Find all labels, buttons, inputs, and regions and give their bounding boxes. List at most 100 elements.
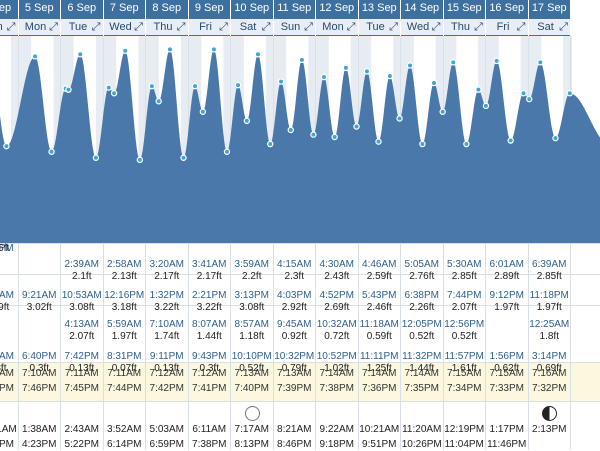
day-column: 4:46AM 2.59ft 5:43PM 2.46ft 11:18AM 0.59ft 11:… [359,243,401,450]
day-name: Wed [401,19,435,35]
tide-time: 9:11PM [149,351,184,362]
tide-chart [0,36,600,243]
moonrise-time: 1:17PM [489,424,524,435]
tide-height: 2.1ft [72,271,92,282]
tide-time: 5:30AM [447,259,482,270]
day-column: 9:21AM 3.02ft 6:40PM 0.3ft 7:10AM 7:46PM 1:38A… [19,243,61,450]
tide-height: 3.18ft [111,302,137,313]
sunset-time: 7:42PM [149,383,184,394]
day-date: 6 Sep [67,2,97,14]
tide-height: 2.92ft [281,302,307,313]
day-name: Wed [103,19,138,35]
moonrise-time: 3:52AM [107,424,142,435]
tide-point [331,133,338,141]
expand-icon[interactable]: ⤢ [132,19,145,35]
sunrise-time: 7:13AM [277,368,312,379]
tide-height: 1.44ft [409,363,435,374]
expand-icon[interactable]: ⤢ [514,19,528,35]
sunset-time: 7:35PM [404,383,439,394]
day-column: 4:15AM 2.3ft 4:03PM 2.92ft 9:45AM 0.92ft 10:32… [274,243,316,450]
tide-height: 0.3ft [199,363,219,374]
night-band [95,36,104,243]
day-date: 7 Sep [109,2,139,14]
expand-icon[interactable]: ⤢ [47,19,60,35]
day-name: Sun [273,19,308,35]
tide-time: 11:18PM [529,290,569,301]
tide-time: 12:05PM [401,319,442,330]
tide-point [77,51,84,58]
day-date: 4 Sep [0,2,12,14]
sunset-time: 7:46PM [22,383,57,394]
sunset-time: 7:40PM [234,383,269,394]
tide-height: 0.46ft [0,243,10,254]
tide-height: 1.44ft [196,331,222,342]
day-column: 2:39AM 2.1ft 10:53AM 3.08ft 4:13AM 2.07ft 7:42… [61,243,104,450]
expand-icon[interactable]: ⤢ [387,19,400,35]
expand-icon[interactable]: ⤢ [217,19,230,35]
tide-point [223,148,231,155]
full-moon-icon [244,406,260,421]
tide-time: 12:56PM [444,319,485,330]
tide-height: 2.07ft [451,302,477,313]
tide-height: 2.89ft [494,271,520,282]
tide-time: 5:11PM [0,243,14,254]
moonset-time: 9:51PM [362,439,397,450]
tide-point [210,46,218,53]
tide-height: 2.3ft [284,271,304,282]
tide-point [566,89,573,97]
expand-icon[interactable]: ⤢ [557,19,570,35]
sunset-time: 7:39PM [277,383,312,394]
tide-point [537,59,544,66]
tide-height: 0.62ft [494,363,520,374]
sunrise-time: 7:12AM [192,368,227,379]
tide-point [155,98,162,105]
tide-time: 12:25AM [529,319,570,330]
day-header: 7 Sep Wed ⤢ [103,0,146,36]
tide-time: 10:53AM [61,290,102,301]
tide-height: 3.08ft [69,302,95,313]
moonset-time: 5:22PM [64,439,99,450]
expand-icon[interactable]: ⤢ [174,19,188,35]
day-header: 13 Sep Tue ⤢ [358,0,401,36]
tide-height: 1.02ft [324,363,350,374]
tide-height: 1.97ft [494,302,520,313]
expand-icon[interactable]: ⤢ [89,19,103,35]
expand-icon[interactable]: ⤢ [4,19,18,35]
tide-point [353,123,360,130]
tide-time: 8:07AM [192,319,227,330]
tide-point [419,140,426,148]
day-column: 5:05AM 2.76ft 6:38PM 2.26ft 12:05PM 0.52ft 11:… [401,243,444,450]
expand-icon[interactable]: ⤢ [344,19,358,35]
sunset-time: 7:36PM [362,383,397,394]
tide-height: 1.74ft [154,331,180,342]
expand-icon[interactable]: ⤢ [302,19,315,35]
tide-point [92,154,100,161]
day-date: 15 Sep [446,2,482,14]
day-header: 17 Sep Sat ⤢ [528,0,571,36]
tide-height: 2.46ft [366,302,392,313]
row-divider [0,274,600,275]
tide-point [298,56,306,64]
tide-time: 4:52PM [319,290,354,301]
day-date: 16 Sep [489,2,525,14]
tide-point [234,81,242,89]
expand-icon[interactable]: ⤢ [429,19,443,35]
tide-point [450,59,457,66]
tide-point [520,89,527,97]
tide-point [507,137,514,144]
tide-point [105,84,112,91]
tide-time: 10:52PM [316,351,357,362]
expand-icon[interactable]: ⤢ [259,19,273,35]
tide-point [406,62,414,69]
tide-height: 2.85ft [451,271,477,282]
tide-point [166,46,174,53]
tide-point [287,126,294,134]
day-header: 5 Sep Mon ⤢ [18,0,61,36]
expand-icon[interactable]: ⤢ [472,19,485,35]
tide-time: 2:21PM [192,290,227,301]
tide-height: 1.18ft [239,331,265,342]
tide-point [254,51,262,58]
tide-height: 0.52ft [409,331,435,342]
tide-time: 4:30AM [319,259,354,270]
